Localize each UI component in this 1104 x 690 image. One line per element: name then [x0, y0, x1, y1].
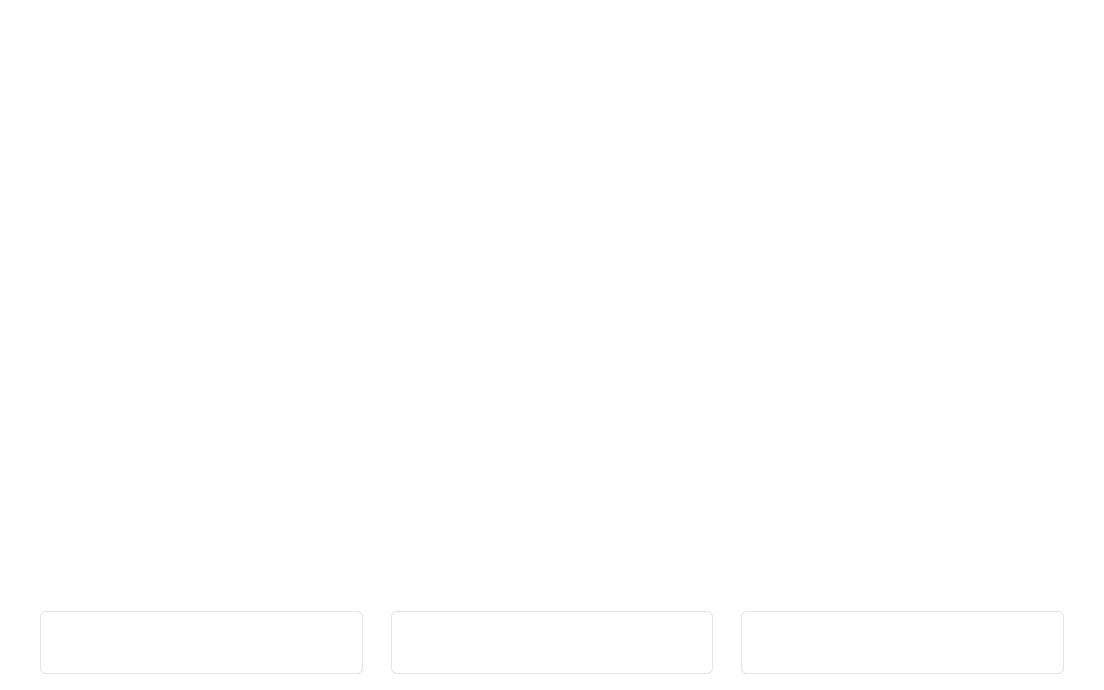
avg-dot-icon	[543, 636, 552, 645]
cost-cards-row	[40, 611, 1064, 674]
gauge-chart	[0, 0, 1104, 560]
avg-cost-title	[543, 636, 562, 645]
min-dot-icon	[192, 636, 201, 645]
min-cost-card	[40, 611, 363, 674]
max-cost-card	[741, 611, 1064, 674]
max-cost-title	[893, 636, 912, 645]
avg-cost-card	[391, 611, 714, 674]
max-dot-icon	[893, 636, 902, 645]
gauge-svg	[402, 28, 702, 178]
min-cost-title	[192, 636, 211, 645]
